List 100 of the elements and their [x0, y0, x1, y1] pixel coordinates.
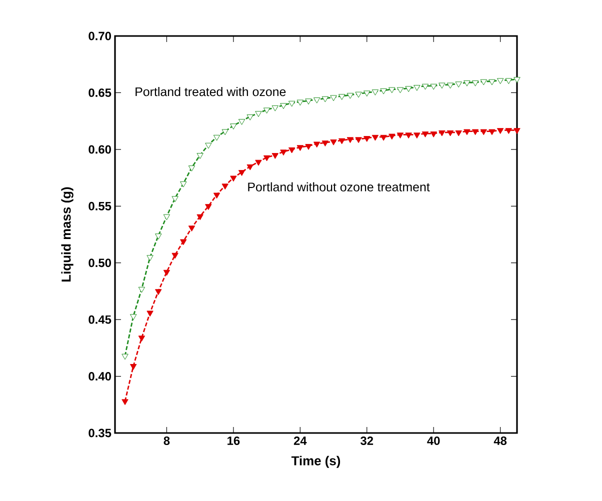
point — [405, 132, 412, 139]
point — [396, 87, 404, 94]
point — [322, 96, 329, 102]
point — [496, 128, 504, 134]
point — [230, 176, 237, 182]
x-axis-title: Time (s) — [291, 456, 340, 468]
point — [480, 129, 487, 136]
point — [488, 129, 496, 136]
point — [430, 132, 437, 138]
x-tick-label: 16 — [228, 436, 240, 445]
point — [238, 119, 246, 125]
point — [205, 142, 212, 149]
point — [180, 181, 187, 188]
point — [155, 289, 162, 296]
x-tick-label: 48 — [494, 436, 507, 445]
point — [138, 286, 146, 293]
point — [138, 336, 146, 342]
y-tick-label: 0.35 — [88, 428, 112, 438]
y-tick-label: 0.60 — [88, 145, 111, 154]
point — [455, 82, 462, 88]
point — [163, 270, 170, 276]
point — [430, 84, 437, 90]
point — [130, 364, 137, 370]
point — [263, 108, 270, 114]
point — [305, 98, 312, 104]
point — [438, 82, 446, 89]
y-tick-label: 0.40 — [88, 372, 111, 381]
point — [246, 164, 254, 170]
series-label: Portland treated with ozone — [136, 86, 286, 96]
point — [255, 111, 262, 117]
point — [280, 103, 287, 110]
x-tick-label: 32 — [360, 436, 374, 446]
point — [355, 137, 362, 144]
point — [246, 114, 254, 120]
point — [372, 90, 379, 96]
x-tick-label: 40 — [427, 436, 440, 445]
point — [196, 214, 204, 220]
y-tick-label: 0.45 — [88, 315, 112, 324]
point — [405, 86, 412, 92]
point — [122, 399, 128, 406]
point — [355, 92, 362, 98]
point — [446, 130, 454, 136]
point — [205, 204, 212, 210]
point — [414, 132, 420, 139]
point — [288, 147, 296, 154]
point — [472, 80, 479, 86]
point — [238, 170, 246, 176]
y-axis-title: Liquid mass (g) — [61, 187, 74, 282]
point — [288, 100, 296, 107]
series-label: Portland without ozone treatment — [248, 182, 430, 192]
point — [488, 79, 496, 86]
point — [230, 124, 237, 130]
point — [505, 78, 512, 84]
point — [213, 192, 220, 199]
point — [422, 84, 429, 90]
point — [330, 95, 337, 102]
point — [346, 92, 354, 99]
point — [464, 129, 470, 136]
x-tick-label: 24 — [294, 436, 307, 445]
point — [305, 144, 312, 150]
point — [496, 78, 504, 84]
point — [364, 90, 370, 97]
point — [180, 239, 187, 246]
point — [472, 129, 479, 136]
point — [364, 136, 370, 142]
point — [188, 166, 196, 172]
point — [514, 128, 520, 134]
point — [388, 87, 396, 94]
point — [346, 137, 354, 144]
point — [330, 139, 337, 146]
point — [280, 150, 287, 156]
point — [313, 97, 320, 104]
point — [213, 134, 220, 141]
y-tick-label: 0.55 — [88, 202, 112, 210]
point — [222, 184, 228, 190]
point — [372, 134, 379, 141]
point — [196, 153, 204, 159]
point — [480, 79, 487, 86]
y-tick-label: 0.50 — [88, 258, 111, 268]
point — [380, 88, 387, 94]
point — [296, 145, 304, 151]
point — [505, 128, 512, 134]
y-tick-label: 0.65 — [88, 88, 112, 97]
point — [414, 84, 420, 91]
point — [464, 80, 470, 86]
point — [255, 160, 262, 166]
point — [272, 105, 278, 112]
point — [438, 130, 446, 136]
point — [446, 82, 454, 89]
point — [313, 142, 320, 148]
point — [322, 140, 329, 146]
point — [296, 100, 304, 106]
point — [272, 153, 278, 159]
point — [263, 155, 270, 162]
point — [172, 252, 178, 259]
point — [396, 132, 404, 139]
point — [163, 214, 170, 220]
point — [188, 226, 196, 232]
point — [172, 196, 178, 202]
point — [155, 234, 162, 240]
